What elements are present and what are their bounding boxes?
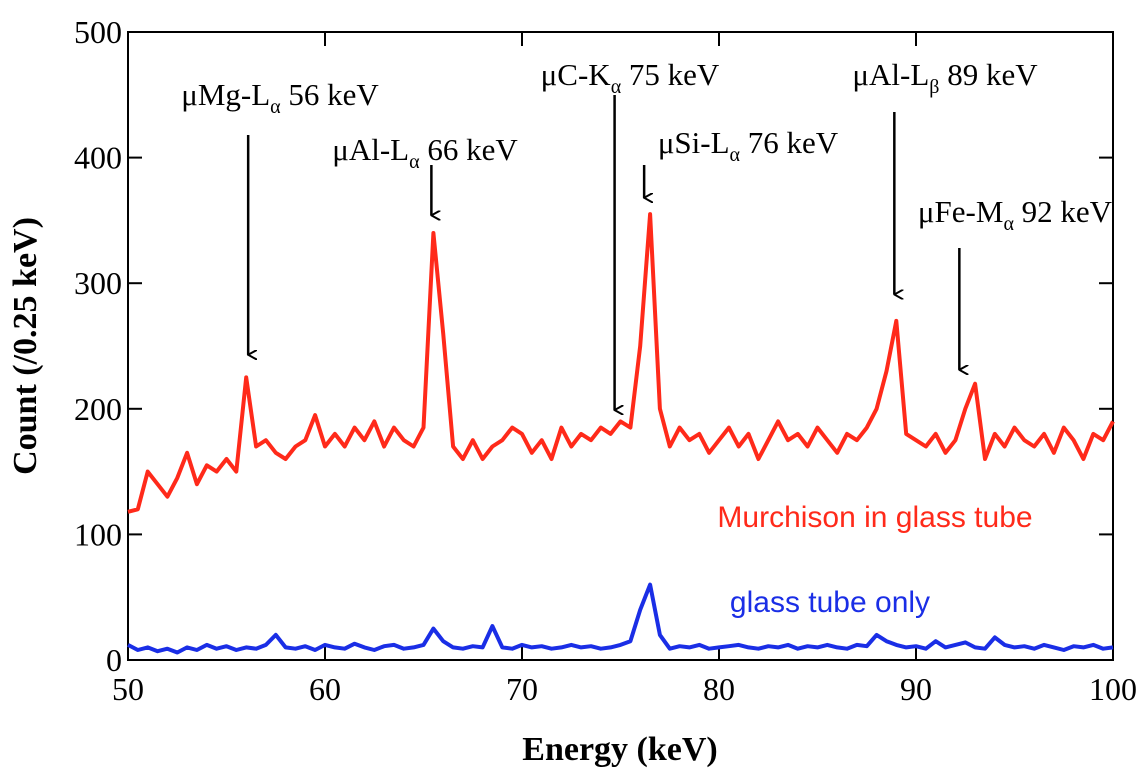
series-label: Murchison in glass tube [717,501,1032,534]
annotation-text: μFe-M [918,194,1004,229]
y-tick-label: 100 [74,516,122,552]
y-axis-label: Count (/0.25 keV) [7,217,44,475]
y-tick-label: 500 [74,14,122,50]
annotation-text: μC-K [541,57,612,92]
annotation-sub: β [929,76,939,98]
annotation-sub: α [409,151,420,173]
annotation-text: 66 keV [420,132,519,167]
annotation-text: 56 keV [281,77,380,112]
annotation: μMg-Lα 56 keV [181,77,379,118]
annotation-text: μAl-L [332,132,409,167]
annotation-text: μAl-L [852,57,929,92]
annotation-text: 76 keV [740,125,839,160]
x-tick-label: 60 [309,671,341,707]
y-tick-label: 200 [74,391,122,427]
annotation-sub: α [611,76,622,98]
annotation-text: 92 keV [1014,194,1113,229]
annotation: μAl-Lβ 89 keV [852,57,1038,98]
x-tick-label: 80 [703,671,735,707]
annotation: μSi-Lα 76 keV [658,125,839,166]
plot-frame [127,31,1114,661]
y-tick-label: 300 [74,265,122,301]
series-line [127,212,1115,514]
series-line [127,582,1114,655]
x-tick-label: 90 [900,671,932,707]
y-tick-label: 400 [74,140,122,176]
annotation-sub: α [270,96,281,118]
x-tick-label: 100 [1089,671,1137,707]
annotation: μFe-Mα 92 keV [918,194,1113,235]
annotation: μAl-Lα 66 keV [332,132,518,173]
annotation-text: 75 keV [621,57,720,92]
annotation: μC-Kα 75 keV [541,57,720,98]
x-tick-label: 50 [112,671,144,707]
annotation-text: μMg-L [181,77,270,112]
y-tick-label: 0 [106,642,122,678]
annotation-text: μSi-L [658,125,730,160]
annotation-sub: α [1003,213,1014,235]
x-axis-label: Energy (keV) [522,731,717,768]
annotation-sub: α [730,144,741,166]
x-tick-label: 70 [506,671,538,707]
annotation-text: 89 keV [939,57,1038,92]
series-label: glass tube only [730,586,930,619]
